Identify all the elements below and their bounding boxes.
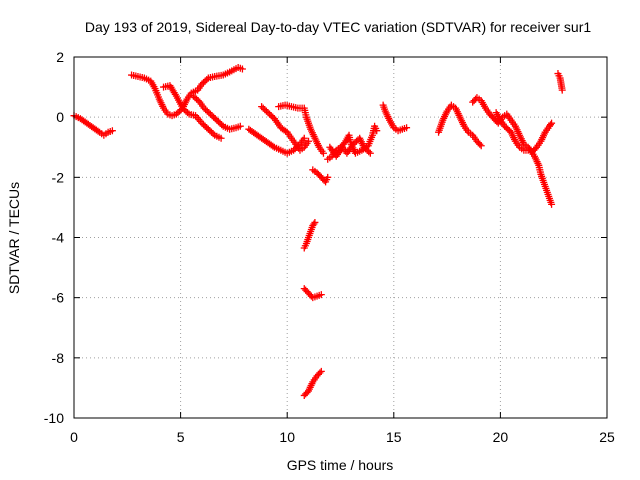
data-point bbox=[316, 369, 324, 377]
data-point bbox=[259, 104, 267, 112]
data-point bbox=[209, 130, 217, 138]
y-tick-label: -4 bbox=[52, 230, 65, 246]
data-point bbox=[193, 95, 201, 103]
data-point bbox=[504, 125, 512, 133]
data-point bbox=[202, 106, 210, 114]
x-tick-label: 5 bbox=[177, 429, 185, 445]
data-point bbox=[305, 137, 313, 145]
data-point bbox=[360, 143, 368, 151]
chart-title: Day 193 of 2019, Sidereal Day-to-day VTE… bbox=[85, 19, 591, 35]
data-point bbox=[501, 122, 509, 130]
data-point bbox=[311, 218, 319, 226]
data-point bbox=[182, 107, 190, 115]
data-point bbox=[211, 115, 219, 123]
data-point bbox=[317, 291, 325, 299]
data-point bbox=[531, 145, 539, 153]
y-tick-label: 2 bbox=[56, 49, 64, 65]
data-point bbox=[200, 79, 208, 87]
data-point bbox=[216, 119, 224, 127]
data-point bbox=[201, 77, 209, 85]
data-point bbox=[203, 76, 211, 84]
x-tick-label: 0 bbox=[70, 429, 78, 445]
data-point bbox=[502, 124, 510, 132]
data-point bbox=[213, 116, 221, 124]
data-point bbox=[264, 109, 272, 117]
data-point bbox=[200, 121, 208, 129]
data-point bbox=[548, 200, 556, 208]
data-point bbox=[362, 145, 370, 153]
data-point bbox=[349, 140, 357, 148]
x-tick-label: 25 bbox=[599, 429, 615, 445]
data-point bbox=[206, 127, 214, 135]
data-point bbox=[351, 139, 359, 147]
y-tick-label: -6 bbox=[52, 290, 65, 306]
data-point bbox=[373, 127, 381, 135]
data-point bbox=[194, 97, 202, 105]
y-tick-label: -2 bbox=[52, 169, 65, 185]
data-point bbox=[201, 122, 209, 130]
data-point bbox=[189, 92, 197, 100]
data-point bbox=[210, 113, 218, 121]
data-point bbox=[203, 124, 211, 132]
data-point bbox=[208, 112, 216, 120]
data-point bbox=[366, 149, 374, 157]
data-point bbox=[174, 109, 182, 117]
data-point bbox=[290, 146, 298, 154]
data-point bbox=[547, 121, 555, 129]
data-point bbox=[476, 140, 484, 148]
data-point bbox=[176, 107, 184, 115]
data-point bbox=[269, 142, 277, 150]
data-point bbox=[205, 109, 213, 117]
data-point bbox=[214, 118, 222, 126]
x-tick-label: 15 bbox=[386, 429, 402, 445]
data-point bbox=[191, 94, 199, 102]
data-point bbox=[208, 128, 216, 136]
data-point bbox=[179, 104, 187, 112]
data-point bbox=[184, 109, 192, 117]
data-point bbox=[310, 220, 318, 228]
data-point bbox=[267, 112, 275, 120]
data-point bbox=[365, 148, 373, 156]
y-tick-label: 0 bbox=[56, 109, 64, 125]
data-point bbox=[180, 106, 188, 114]
data-point bbox=[558, 86, 566, 94]
x-tick-label: 20 bbox=[493, 429, 509, 445]
x-tick-label: 10 bbox=[279, 429, 295, 445]
data-point bbox=[282, 127, 290, 135]
data-point bbox=[261, 106, 269, 114]
data-point bbox=[324, 173, 332, 181]
data-point bbox=[204, 125, 212, 133]
plot-frame bbox=[73, 56, 608, 419]
data-point bbox=[206, 110, 214, 118]
data-point bbox=[477, 142, 485, 150]
x-axis-label: GPS time / hours bbox=[287, 457, 394, 473]
y-tick-label: -10 bbox=[44, 410, 64, 426]
data-point bbox=[258, 103, 266, 111]
data-point bbox=[363, 146, 371, 154]
data-point bbox=[266, 110, 274, 118]
data-point bbox=[403, 124, 411, 132]
data-point bbox=[238, 65, 246, 73]
data-point bbox=[200, 104, 208, 112]
data-point bbox=[198, 119, 206, 127]
data-point bbox=[262, 107, 270, 115]
y-axis-label: SDTVAR / TECUs bbox=[6, 182, 22, 294]
data-point bbox=[218, 121, 226, 129]
data-point bbox=[172, 110, 180, 118]
data-point bbox=[319, 149, 327, 157]
data-point bbox=[198, 80, 206, 88]
data-point bbox=[217, 134, 225, 142]
data-point bbox=[236, 122, 244, 130]
data-point bbox=[300, 134, 308, 142]
data-point bbox=[94, 127, 102, 135]
data-point bbox=[317, 367, 325, 375]
y-tick-label: -8 bbox=[52, 350, 65, 366]
data-point bbox=[108, 127, 116, 135]
data-point bbox=[548, 119, 556, 127]
data-points bbox=[70, 64, 566, 399]
data-point bbox=[203, 107, 211, 115]
